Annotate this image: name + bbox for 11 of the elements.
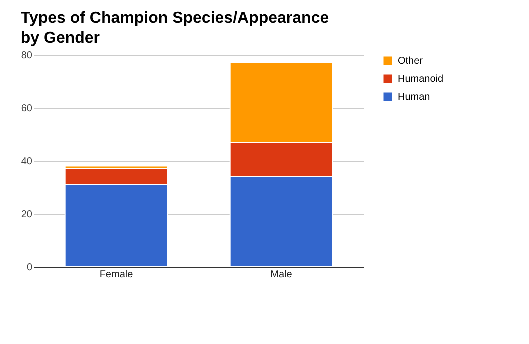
y-tick-label: 20 [21, 210, 33, 220]
legend-label: Other [398, 56, 424, 67]
chart-title: Types of Champion Species/Appearance by Gender [20, 10, 330, 47]
legend-label: Human [398, 92, 430, 103]
x-tick-label: Female [100, 270, 134, 280]
y-tick-label: 80 [21, 50, 33, 62]
x-tick-label: Male [270, 270, 293, 280]
legend-label: Humanoid [398, 74, 444, 85]
y-tick-label: 40 [21, 156, 33, 168]
y-tick-label: 0 [26, 262, 33, 274]
y-tick-label: 60 [21, 104, 33, 114]
